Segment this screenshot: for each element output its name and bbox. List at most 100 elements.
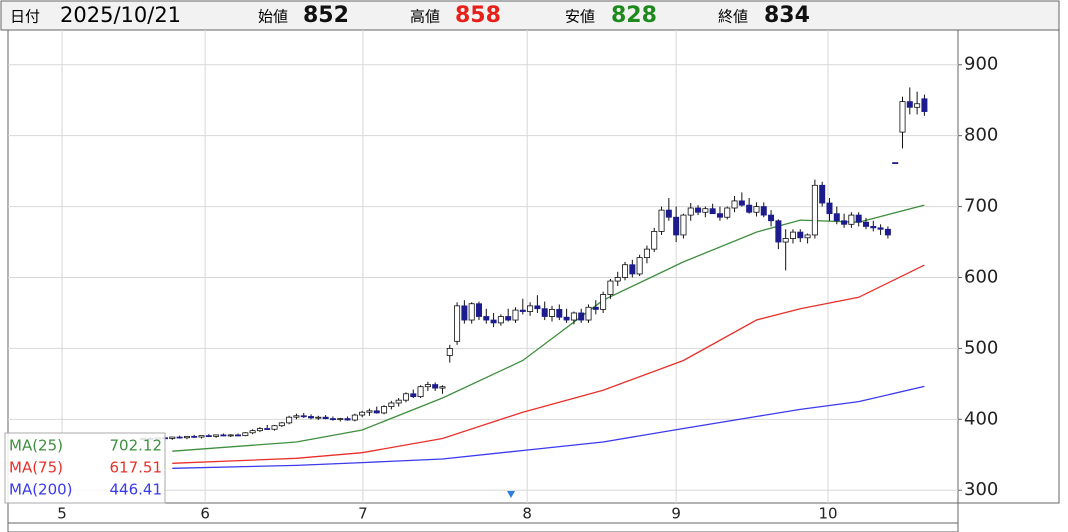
candle-body (541, 308, 548, 317)
candle-body (549, 309, 556, 317)
candle-body (753, 206, 760, 213)
candle-body (534, 305, 541, 310)
open-label: 始値 (258, 8, 288, 26)
x-tick-label: 7 (358, 505, 368, 523)
candle-body (651, 230, 658, 250)
candle-body (183, 435, 190, 439)
candle-body (205, 435, 212, 438)
candle-body (819, 184, 826, 204)
candle-body (563, 316, 570, 321)
candle-body (884, 228, 891, 236)
candle-body (570, 312, 577, 321)
candle-body (782, 238, 789, 243)
candle-body (395, 399, 402, 404)
candle-body (862, 221, 869, 227)
candle-body (643, 248, 650, 259)
candle-body (731, 200, 738, 209)
candle-body (220, 434, 227, 437)
candle-body (432, 384, 439, 389)
legend-name: MA(200) (9, 481, 73, 499)
candle-body (235, 434, 242, 437)
ma-line (172, 385, 925, 469)
grid: 300 400 500 600 700 800 900 5 6 7 8 9 10 (8, 30, 998, 523)
candle-body (483, 316, 490, 321)
candle-body (461, 305, 468, 321)
candle-body (278, 422, 285, 427)
y-tick-label: 700 (964, 196, 998, 217)
close-label: 終値 (718, 8, 748, 26)
y-tick-label: 500 (964, 337, 998, 358)
candle-body (439, 386, 446, 389)
candle-body (227, 434, 234, 437)
candle-body (738, 200, 745, 206)
candle-body (286, 416, 293, 424)
candle-body (768, 214, 775, 222)
candle-body (622, 264, 629, 278)
candle-body (724, 207, 731, 218)
legend-value: 446.41 (110, 481, 163, 499)
y-tick-label: 600 (964, 266, 998, 287)
candle-body (578, 312, 585, 321)
candle-body (636, 257, 643, 275)
legend-value: 617.51 (110, 459, 163, 477)
legend-name: MA(75) (9, 459, 63, 477)
high-value: 858 (455, 3, 501, 28)
x-tick-label: 6 (200, 505, 210, 523)
low-value: 828 (611, 3, 657, 28)
candle-body (249, 430, 256, 434)
candle-body (198, 435, 205, 438)
candle-body (300, 415, 307, 418)
candle-body (176, 436, 183, 439)
candle-body (475, 303, 482, 317)
candle-body (256, 428, 263, 432)
candle-body (497, 316, 504, 324)
candle-body (811, 184, 818, 236)
event-marker (507, 491, 515, 498)
candle-body (673, 216, 680, 236)
candle-body (914, 103, 921, 108)
x-tick-label: 8 (522, 505, 532, 523)
candle-body (592, 306, 599, 310)
candle-body (329, 418, 336, 421)
candle-body (848, 214, 855, 225)
candle-body (388, 402, 395, 407)
close-value: 834 (764, 3, 810, 28)
ma-line (172, 264, 925, 464)
candle-body (527, 305, 534, 312)
open-value: 852 (303, 3, 349, 28)
candle-body (826, 202, 833, 215)
candle-body (687, 207, 694, 216)
x-tick-label: 9 (671, 505, 681, 523)
candle-body (454, 305, 461, 342)
candle-body (716, 213, 723, 218)
candle-body (804, 234, 811, 239)
candle-body (242, 432, 249, 437)
candle-body (337, 418, 344, 421)
candle-body (490, 319, 497, 324)
candle-body (658, 209, 665, 232)
candle-body (402, 393, 409, 401)
y-axis-frame (957, 29, 1060, 504)
candle-body (271, 425, 278, 430)
candle-body (841, 220, 848, 225)
candle-body (892, 162, 899, 165)
legend: MA(25) 702.12 MA(75) 617.51 MA(200) 446.41 (4, 432, 166, 504)
candle-body (417, 386, 424, 398)
candle-body (519, 309, 526, 312)
header-bar (0, 0, 1060, 31)
candle-body (359, 411, 366, 416)
candle-body (702, 208, 709, 213)
candle-body (899, 101, 906, 133)
candle-body (870, 226, 877, 229)
candle-body (760, 206, 767, 216)
candle-body (446, 348, 453, 356)
candle-body (680, 214, 687, 236)
lower-panel (7, 522, 959, 532)
candle-body (293, 415, 300, 418)
candle-body (424, 384, 431, 388)
candle-body (665, 209, 672, 218)
legend-box (4, 432, 166, 504)
candle-body (322, 416, 329, 420)
